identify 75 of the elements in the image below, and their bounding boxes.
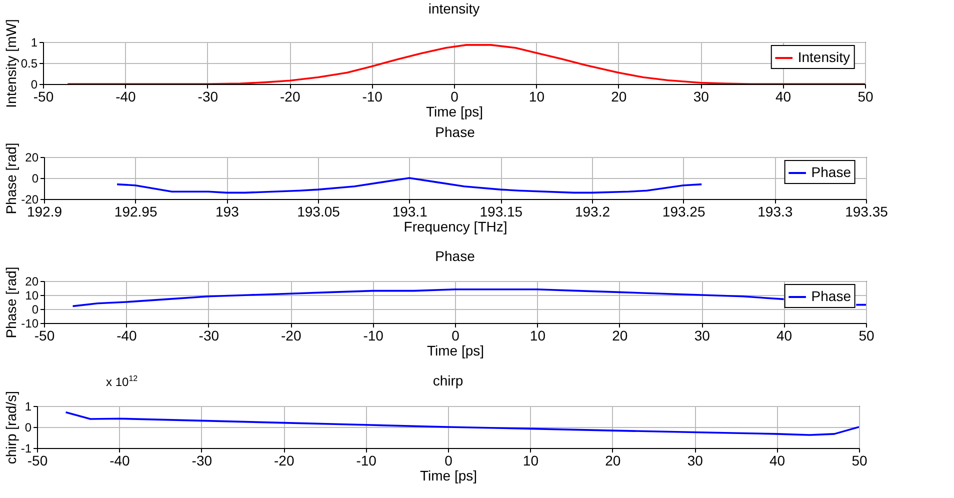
x-tick-label: 40 (776, 328, 792, 344)
x-tick-label: 0 (444, 452, 453, 468)
x-tick-label: 0 (452, 328, 460, 344)
x-tick-label: 30 (693, 88, 710, 104)
x-tick-label: -20 (280, 328, 302, 344)
x-tick-label: 0 (450, 88, 459, 104)
legend-label: Phase (811, 288, 852, 304)
y-tick-label: 0 (30, 78, 38, 92)
x-tick-label: -30 (198, 88, 218, 104)
x-tick-label: 30 (687, 452, 704, 468)
x-tick-label: -20 (274, 452, 294, 468)
x-tick-label: 10 (522, 452, 539, 468)
y-axis-title: Intensity [mW] (2, 19, 19, 108)
x-tick-label: -30 (192, 452, 212, 468)
x-tick-label: 50 (858, 88, 874, 104)
x-tick-label: 193.25 (662, 204, 706, 220)
x-tick-label: -10 (356, 452, 377, 468)
line-series (66, 44, 865, 84)
x-tick-label: 193.3 (758, 204, 793, 220)
x-tick-label: 50 (852, 452, 868, 468)
y-tick-label: 0 (24, 420, 32, 434)
x-tick-label: -30 (198, 328, 220, 344)
x-tick-label: 192.9 (26, 204, 62, 220)
x-tick-label: 193.05 (297, 204, 340, 220)
y-tick-label: 0 (32, 172, 39, 186)
text: x 10$^{12}$ (106, 374, 138, 389)
y-axis-title: Phase [rad] (3, 266, 20, 338)
x-tick-label: -10 (362, 88, 383, 104)
x-tick-label: 40 (770, 452, 786, 468)
x-tick-label: 193.15 (480, 204, 523, 220)
x-tick-label: 30 (694, 328, 710, 344)
line-series (116, 177, 702, 194)
x-axis-title: Time [ps] (426, 104, 484, 120)
x-tick-label: 192.95 (114, 204, 158, 220)
x-tick-label: -40 (110, 452, 130, 468)
y-tick-label: 1 (30, 36, 38, 50)
y-axis-title: chirp [rad/s] (2, 390, 19, 464)
chart-title: Phase (435, 248, 476, 264)
y-tick-label: -20 (21, 192, 39, 206)
y-tick-label: 20 (25, 150, 39, 164)
x-tick-label: 193.1 (392, 204, 428, 220)
y-tick-label: -10 (21, 316, 39, 330)
chart-title: Phase (435, 124, 476, 140)
x-tick-label: 193.35 (845, 204, 888, 220)
legend-label: Phase (811, 164, 852, 180)
chart-title: chirp (432, 372, 464, 388)
x-tick-label: -40 (116, 328, 138, 344)
y-tick-label: 0 (32, 302, 39, 316)
x-tick-label: -50 (34, 328, 55, 344)
y-tick-label: 0.5 (20, 56, 38, 70)
y-tick-label: 1 (24, 400, 32, 414)
x-axis-title: Frequency [THz] (404, 218, 508, 234)
x-tick-label: 20 (612, 328, 628, 344)
x-tick-label: 50 (858, 328, 874, 344)
y-tick-label: 20 (25, 274, 39, 288)
x-tick-label: 10 (528, 88, 545, 104)
chart-title: intensity (428, 0, 480, 17)
y-axis-title: Phase [rad] (3, 142, 20, 214)
x-tick-label: -20 (280, 88, 300, 104)
x-tick-label: -50 (33, 88, 54, 104)
legend-label: Intensity (798, 49, 850, 65)
x-axis-title: Time [ps] (420, 468, 478, 484)
x-tick-label: -10 (363, 328, 384, 344)
x-tick-label: 20 (611, 88, 627, 104)
x-tick-label: 193.2 (574, 204, 610, 220)
line-series (64, 411, 859, 436)
x-tick-label: 40 (776, 88, 792, 104)
y-tick-label: 10 (25, 288, 39, 302)
x-tick-label: 193 (215, 204, 240, 220)
x-tick-label: -50 (27, 452, 48, 468)
x-tick-label: -40 (116, 88, 136, 104)
x-axis-title: Time [ps] (426, 342, 484, 358)
x-tick-label: 10 (530, 328, 546, 344)
y-tick-label: -1 (20, 442, 32, 456)
x-tick-label: 20 (605, 452, 621, 468)
